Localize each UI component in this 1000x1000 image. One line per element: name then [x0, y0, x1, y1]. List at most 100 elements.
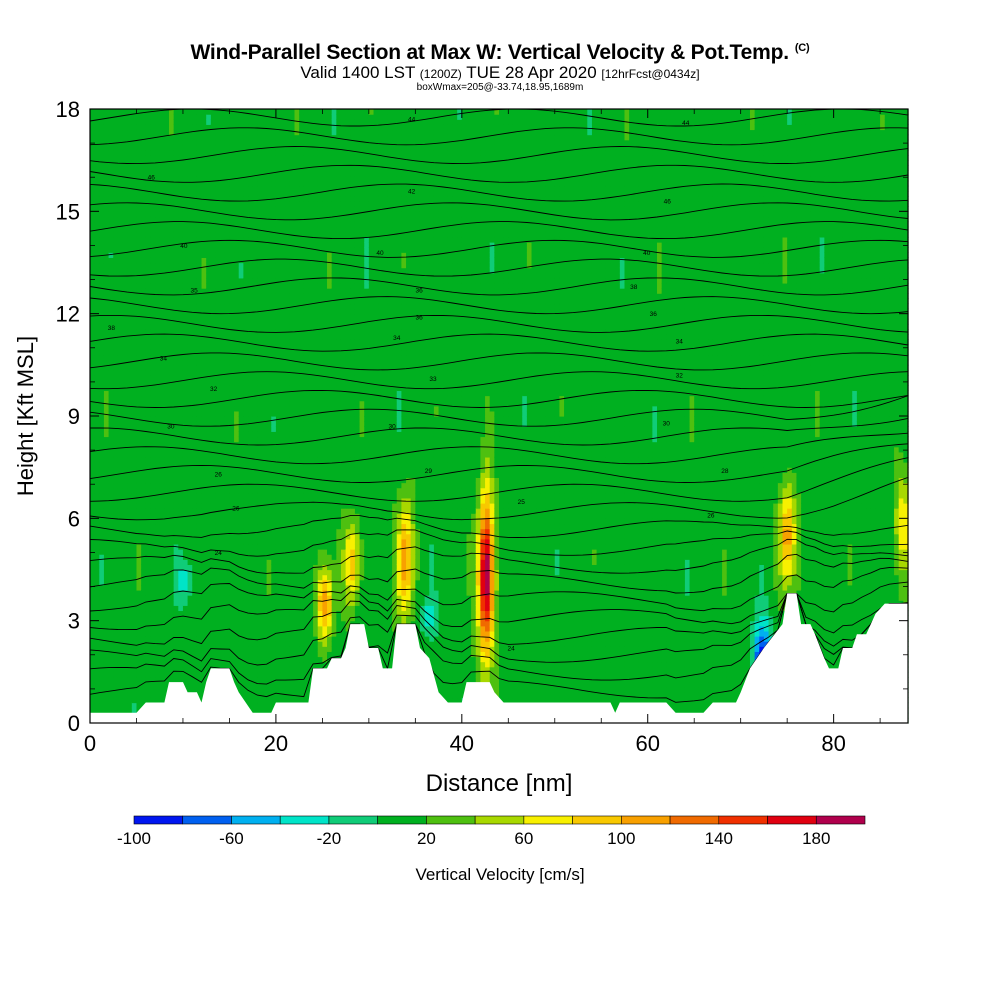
w-cell — [178, 436, 184, 443]
w-cell — [220, 109, 226, 115]
w-cell — [224, 589, 231, 596]
w-cell — [164, 364, 170, 371]
w-cell — [252, 487, 258, 494]
w-cell — [182, 242, 189, 248]
w-cell — [94, 666, 100, 673]
w-cell — [182, 416, 189, 422]
w-cell — [90, 487, 96, 494]
w-cell — [229, 134, 235, 141]
w-cell — [155, 170, 161, 177]
w-cell — [136, 201, 142, 207]
w-cell — [127, 267, 133, 274]
w-cell — [159, 334, 165, 340]
w-cell — [122, 569, 128, 576]
w-cell — [210, 257, 217, 264]
w-cell — [155, 405, 161, 412]
w-cell — [108, 451, 114, 458]
w-cell — [192, 165, 198, 171]
w-cell — [271, 636, 277, 642]
w-cell — [141, 630, 147, 637]
w-cell — [141, 436, 147, 443]
w-cell — [243, 584, 249, 591]
w-cell — [182, 231, 189, 238]
w-cell — [145, 518, 152, 525]
w-cell — [257, 462, 263, 468]
w-cell — [229, 605, 235, 612]
w-cell — [243, 641, 249, 647]
w-cell — [243, 630, 249, 637]
w-cell — [252, 231, 258, 238]
w-cell — [169, 226, 175, 233]
w-cell — [150, 508, 156, 514]
w-cell — [261, 185, 268, 192]
w-cell — [131, 426, 138, 432]
w-cell — [94, 329, 100, 335]
w-cell — [145, 247, 152, 253]
w-cell — [131, 446, 138, 453]
w-cell — [155, 155, 161, 161]
w-cell — [122, 195, 128, 202]
w-cell — [261, 313, 268, 320]
w-cell — [103, 584, 110, 591]
w-cell — [280, 518, 286, 525]
w-cell — [206, 390, 212, 397]
w-cell — [155, 221, 161, 228]
w-cell — [224, 354, 231, 361]
w-cell — [220, 502, 226, 509]
w-cell — [229, 589, 235, 596]
w-cell — [271, 293, 277, 299]
w-cell — [266, 431, 272, 438]
w-cell — [220, 477, 226, 484]
w-cell — [145, 472, 152, 478]
w-cell — [271, 549, 277, 555]
w-cell — [113, 344, 119, 351]
w-cell — [127, 165, 133, 171]
w-cell — [113, 165, 119, 171]
w-cell — [108, 697, 114, 704]
w-cell — [192, 467, 198, 473]
w-cell — [243, 129, 249, 136]
w-cell — [243, 676, 249, 683]
vertical-velocity-field — [90, 109, 909, 724]
w-cell — [145, 313, 152, 320]
w-cell — [136, 497, 142, 504]
w-cell — [261, 467, 268, 473]
w-cell — [275, 155, 282, 161]
w-cell — [192, 518, 198, 525]
w-cell — [145, 492, 152, 499]
w-cell — [266, 190, 272, 197]
w-cell — [206, 502, 212, 509]
w-cell — [182, 134, 189, 141]
w-cell — [243, 231, 249, 238]
w-cell — [155, 431, 161, 438]
w-cell — [271, 497, 277, 504]
w-cell — [94, 124, 100, 131]
w-cell — [122, 231, 128, 238]
w-cell — [159, 462, 165, 468]
w-cell — [261, 354, 268, 361]
w-cell — [261, 195, 268, 202]
w-cell — [169, 426, 175, 432]
w-cell — [141, 646, 147, 652]
w-cell — [271, 277, 277, 284]
w-cell — [127, 554, 133, 560]
w-cell — [99, 318, 105, 325]
w-cell — [196, 589, 203, 596]
w-cell — [257, 646, 263, 652]
w-cell — [234, 267, 240, 274]
w-cell — [141, 267, 147, 274]
w-cell — [206, 303, 212, 310]
w-cell — [127, 467, 133, 473]
w-cell — [248, 615, 254, 622]
w-cell — [201, 472, 207, 478]
w-cell — [127, 702, 133, 709]
w-cell — [90, 456, 96, 463]
w-cell — [178, 579, 184, 586]
w-cell — [196, 221, 203, 228]
w-cell — [238, 646, 244, 652]
w-cell — [94, 462, 100, 468]
w-cell — [90, 288, 96, 294]
w-cell — [90, 508, 96, 514]
w-cell — [215, 139, 221, 146]
